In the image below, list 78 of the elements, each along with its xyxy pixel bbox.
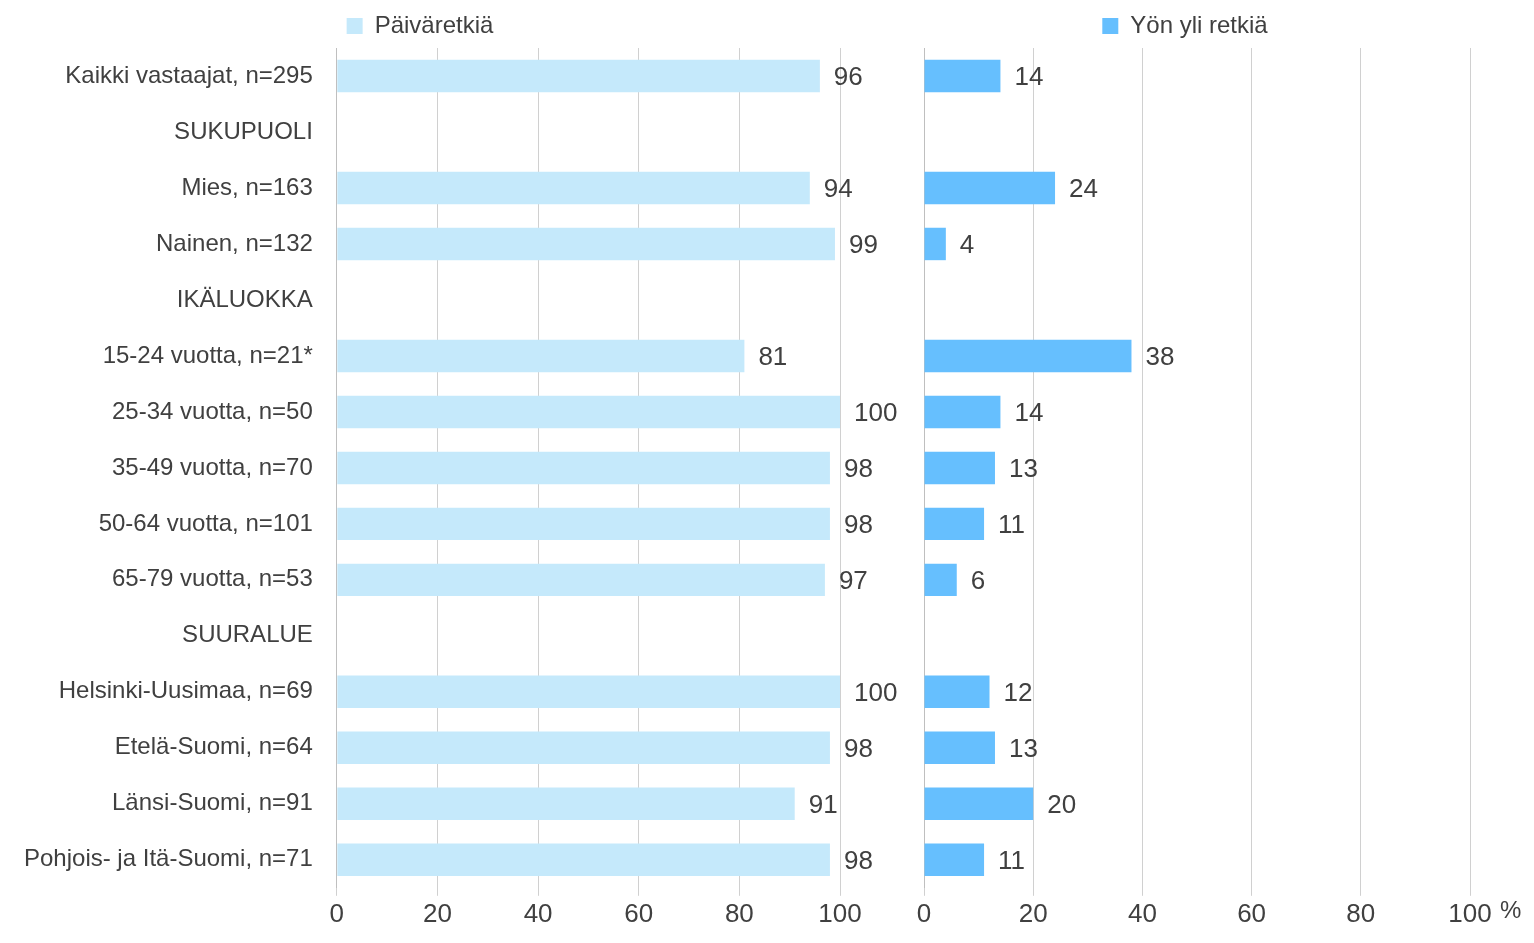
bar: [337, 451, 830, 485]
data-label: 100: [854, 397, 898, 428]
data-label: 100: [854, 677, 898, 708]
bar: [924, 843, 985, 877]
y-tick-label: Länsi-Suomi, n=91: [112, 788, 313, 816]
bar: [337, 339, 745, 373]
legend-label: Yön yli retkiä: [1130, 10, 1269, 38]
bar: [337, 563, 825, 597]
data-label: 4: [959, 229, 975, 260]
y-tick-label: 15-24 vuotta, n=21*: [102, 340, 313, 368]
y-tick-label: SUURALUE: [182, 620, 313, 648]
legend-label: Päiväretkiä: [374, 10, 495, 38]
y-tick-label: 65-79 vuotta, n=53: [111, 564, 313, 592]
y-tick-label: IKÄLUOKKA: [176, 284, 313, 312]
x-tick-label: 20: [1018, 897, 1048, 928]
data-label: 94: [823, 173, 853, 204]
y-tick-label: Mies, n=163: [181, 172, 313, 200]
data-label: 11: [998, 509, 1026, 540]
x-tick-label: 60: [1237, 897, 1267, 928]
data-label: 38: [1145, 341, 1175, 372]
data-label: 13: [1008, 733, 1038, 764]
data-label: 12: [1003, 677, 1033, 708]
data-label: 20: [1047, 788, 1077, 819]
x-tick-label: 40: [1127, 897, 1157, 928]
y-tick-label: Etelä-Suomi, n=64: [114, 732, 313, 760]
x-tick-label: 0: [916, 897, 932, 928]
bar: [337, 171, 810, 205]
x-tick-label: 0: [329, 897, 345, 928]
data-label: 96: [833, 61, 863, 92]
x-tick-label: 100: [818, 897, 862, 928]
data-label: 98: [843, 733, 873, 764]
data-label: 14: [1014, 61, 1044, 92]
bar: [337, 507, 830, 541]
bar: [337, 787, 795, 821]
data-label: 24: [1069, 173, 1098, 204]
bar: [924, 731, 995, 765]
x-tick-label: 60: [624, 897, 654, 928]
bar: [337, 675, 840, 709]
data-label: 6: [970, 565, 986, 596]
bar: [337, 227, 835, 261]
bar: [337, 395, 840, 429]
data-label: 99: [848, 229, 878, 260]
bar: [924, 395, 1001, 429]
x-axis-title: %: [1500, 896, 1522, 924]
data-label: 98: [843, 844, 873, 875]
bar: [924, 675, 990, 709]
data-label: 13: [1008, 453, 1038, 484]
y-tick-label: SUKUPUOLI: [174, 116, 313, 144]
y-tick-label: Helsinki-Uusimaa, n=69: [58, 676, 313, 704]
bar: [924, 339, 1132, 373]
y-tick-label: 35-49 vuotta, n=70: [111, 452, 313, 480]
data-label: 91: [808, 788, 838, 819]
y-tick-label: Pohjois- ja Itä-Suomi, n=71: [23, 844, 313, 872]
x-tick-label: 20: [423, 897, 452, 928]
y-tick-label: 25-34 vuotta, n=50: [111, 396, 313, 424]
x-tick-label: 80: [724, 897, 754, 928]
bar: [924, 787, 1034, 821]
bar: [924, 227, 946, 261]
bar: [337, 731, 830, 765]
bar: [924, 451, 995, 485]
y-tick-label: 50-64 vuotta, n=101: [98, 508, 313, 536]
data-label: 14: [1014, 397, 1044, 428]
data-label: 98: [843, 453, 873, 484]
y-tick-label: Nainen, n=132: [156, 228, 313, 256]
x-tick-label: 40: [523, 897, 553, 928]
bar: [924, 507, 985, 541]
bar: [924, 171, 1056, 205]
y-tick-label: Kaikki vastaajat, n=295: [65, 60, 313, 88]
x-tick-label: 80: [1346, 897, 1376, 928]
bar: [337, 843, 830, 877]
data-label: 81: [758, 341, 788, 372]
x-tick-label: 100: [1448, 897, 1492, 928]
bar: [337, 59, 820, 93]
bar: [924, 563, 957, 597]
bar: [924, 59, 1001, 93]
data-label: 98: [843, 509, 873, 540]
data-label: 97: [838, 565, 868, 596]
data-label: 11: [998, 844, 1026, 875]
